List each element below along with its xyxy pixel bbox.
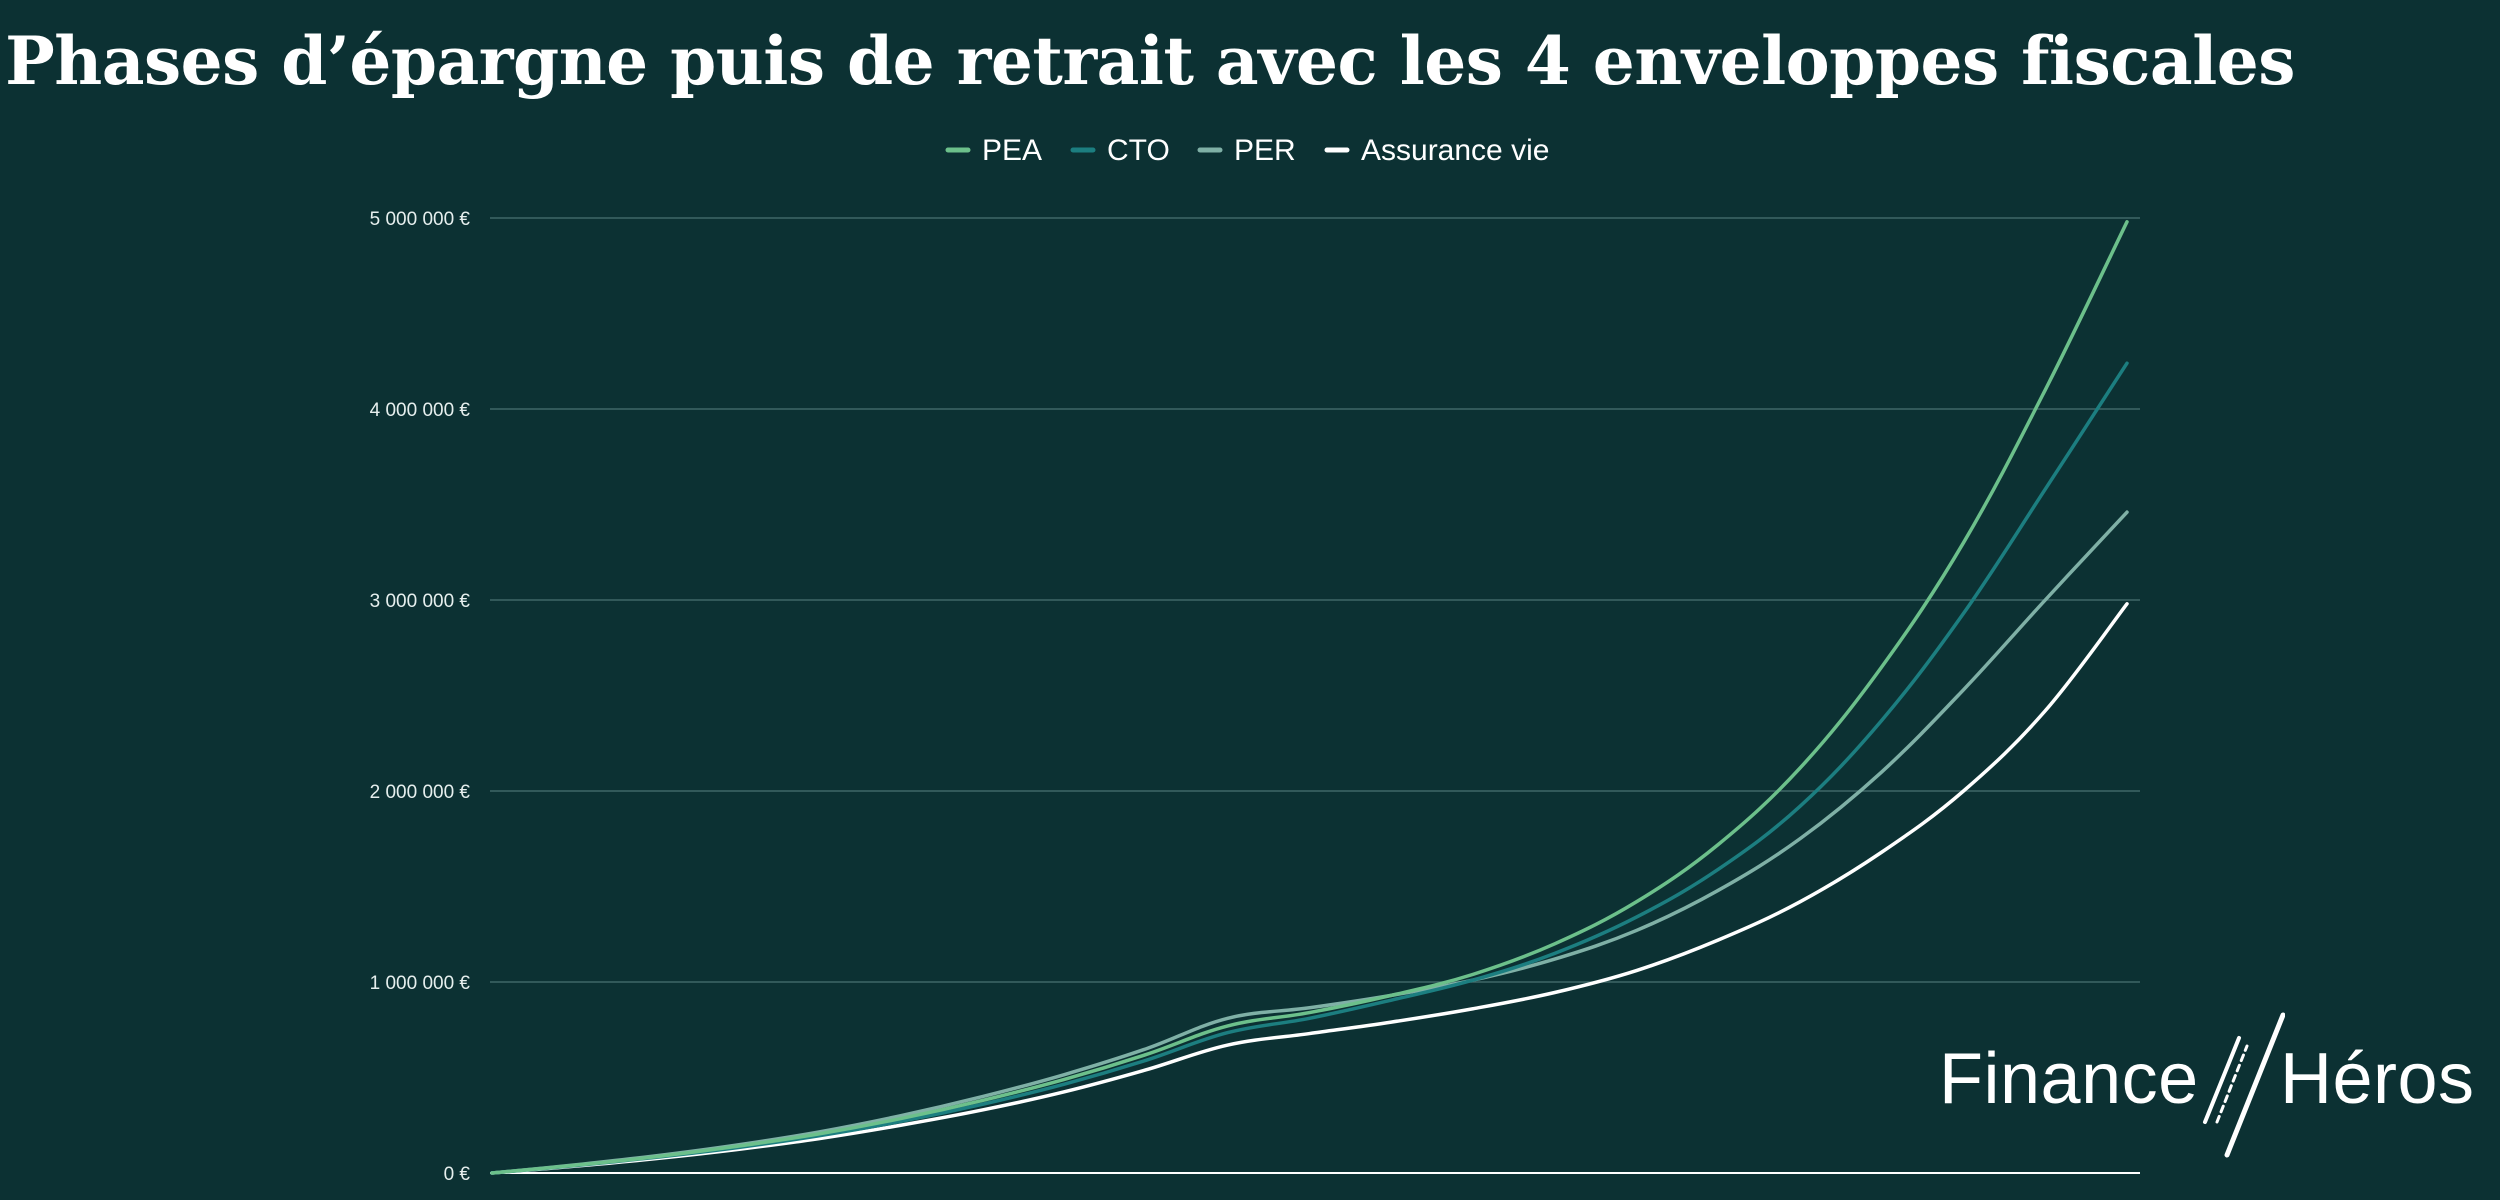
- brand-slash-icon: [2203, 1012, 2285, 1158]
- legend-label: CTO: [1107, 134, 1170, 167]
- brand-logo: Finance Héros: [1935, 1010, 2475, 1160]
- series-line-cto: [490, 361, 2129, 1175]
- legend-label: PEA: [982, 134, 1042, 167]
- y-tick-label: 4 000 000 €: [370, 400, 471, 421]
- brand-logo-left-word: Finance: [1939, 1039, 2199, 1119]
- legend-label: Assurance vie: [1361, 134, 1549, 167]
- series-line-per: [490, 510, 2129, 1175]
- chart-title-text: Phases d’épargne puis de retrait avec le…: [5, 22, 2295, 100]
- series-line-pea: [490, 220, 2129, 1175]
- y-tick-label: 3 000 000 €: [370, 591, 471, 612]
- brand-logo-right-word: Héros: [2280, 1039, 2475, 1119]
- y-tick-label: 1 000 000 €: [370, 973, 471, 994]
- chart-title: Phases d’épargne puis de retrait avec le…: [0, 22, 2500, 100]
- series-line-assurance-vie: [490, 602, 2129, 1175]
- y-tick-label: 5 000 000 €: [370, 209, 471, 230]
- y-tick-label: 0 €: [444, 1164, 471, 1185]
- y-tick-label: 2 000 000 €: [370, 782, 471, 803]
- legend-label: PER: [1234, 134, 1296, 167]
